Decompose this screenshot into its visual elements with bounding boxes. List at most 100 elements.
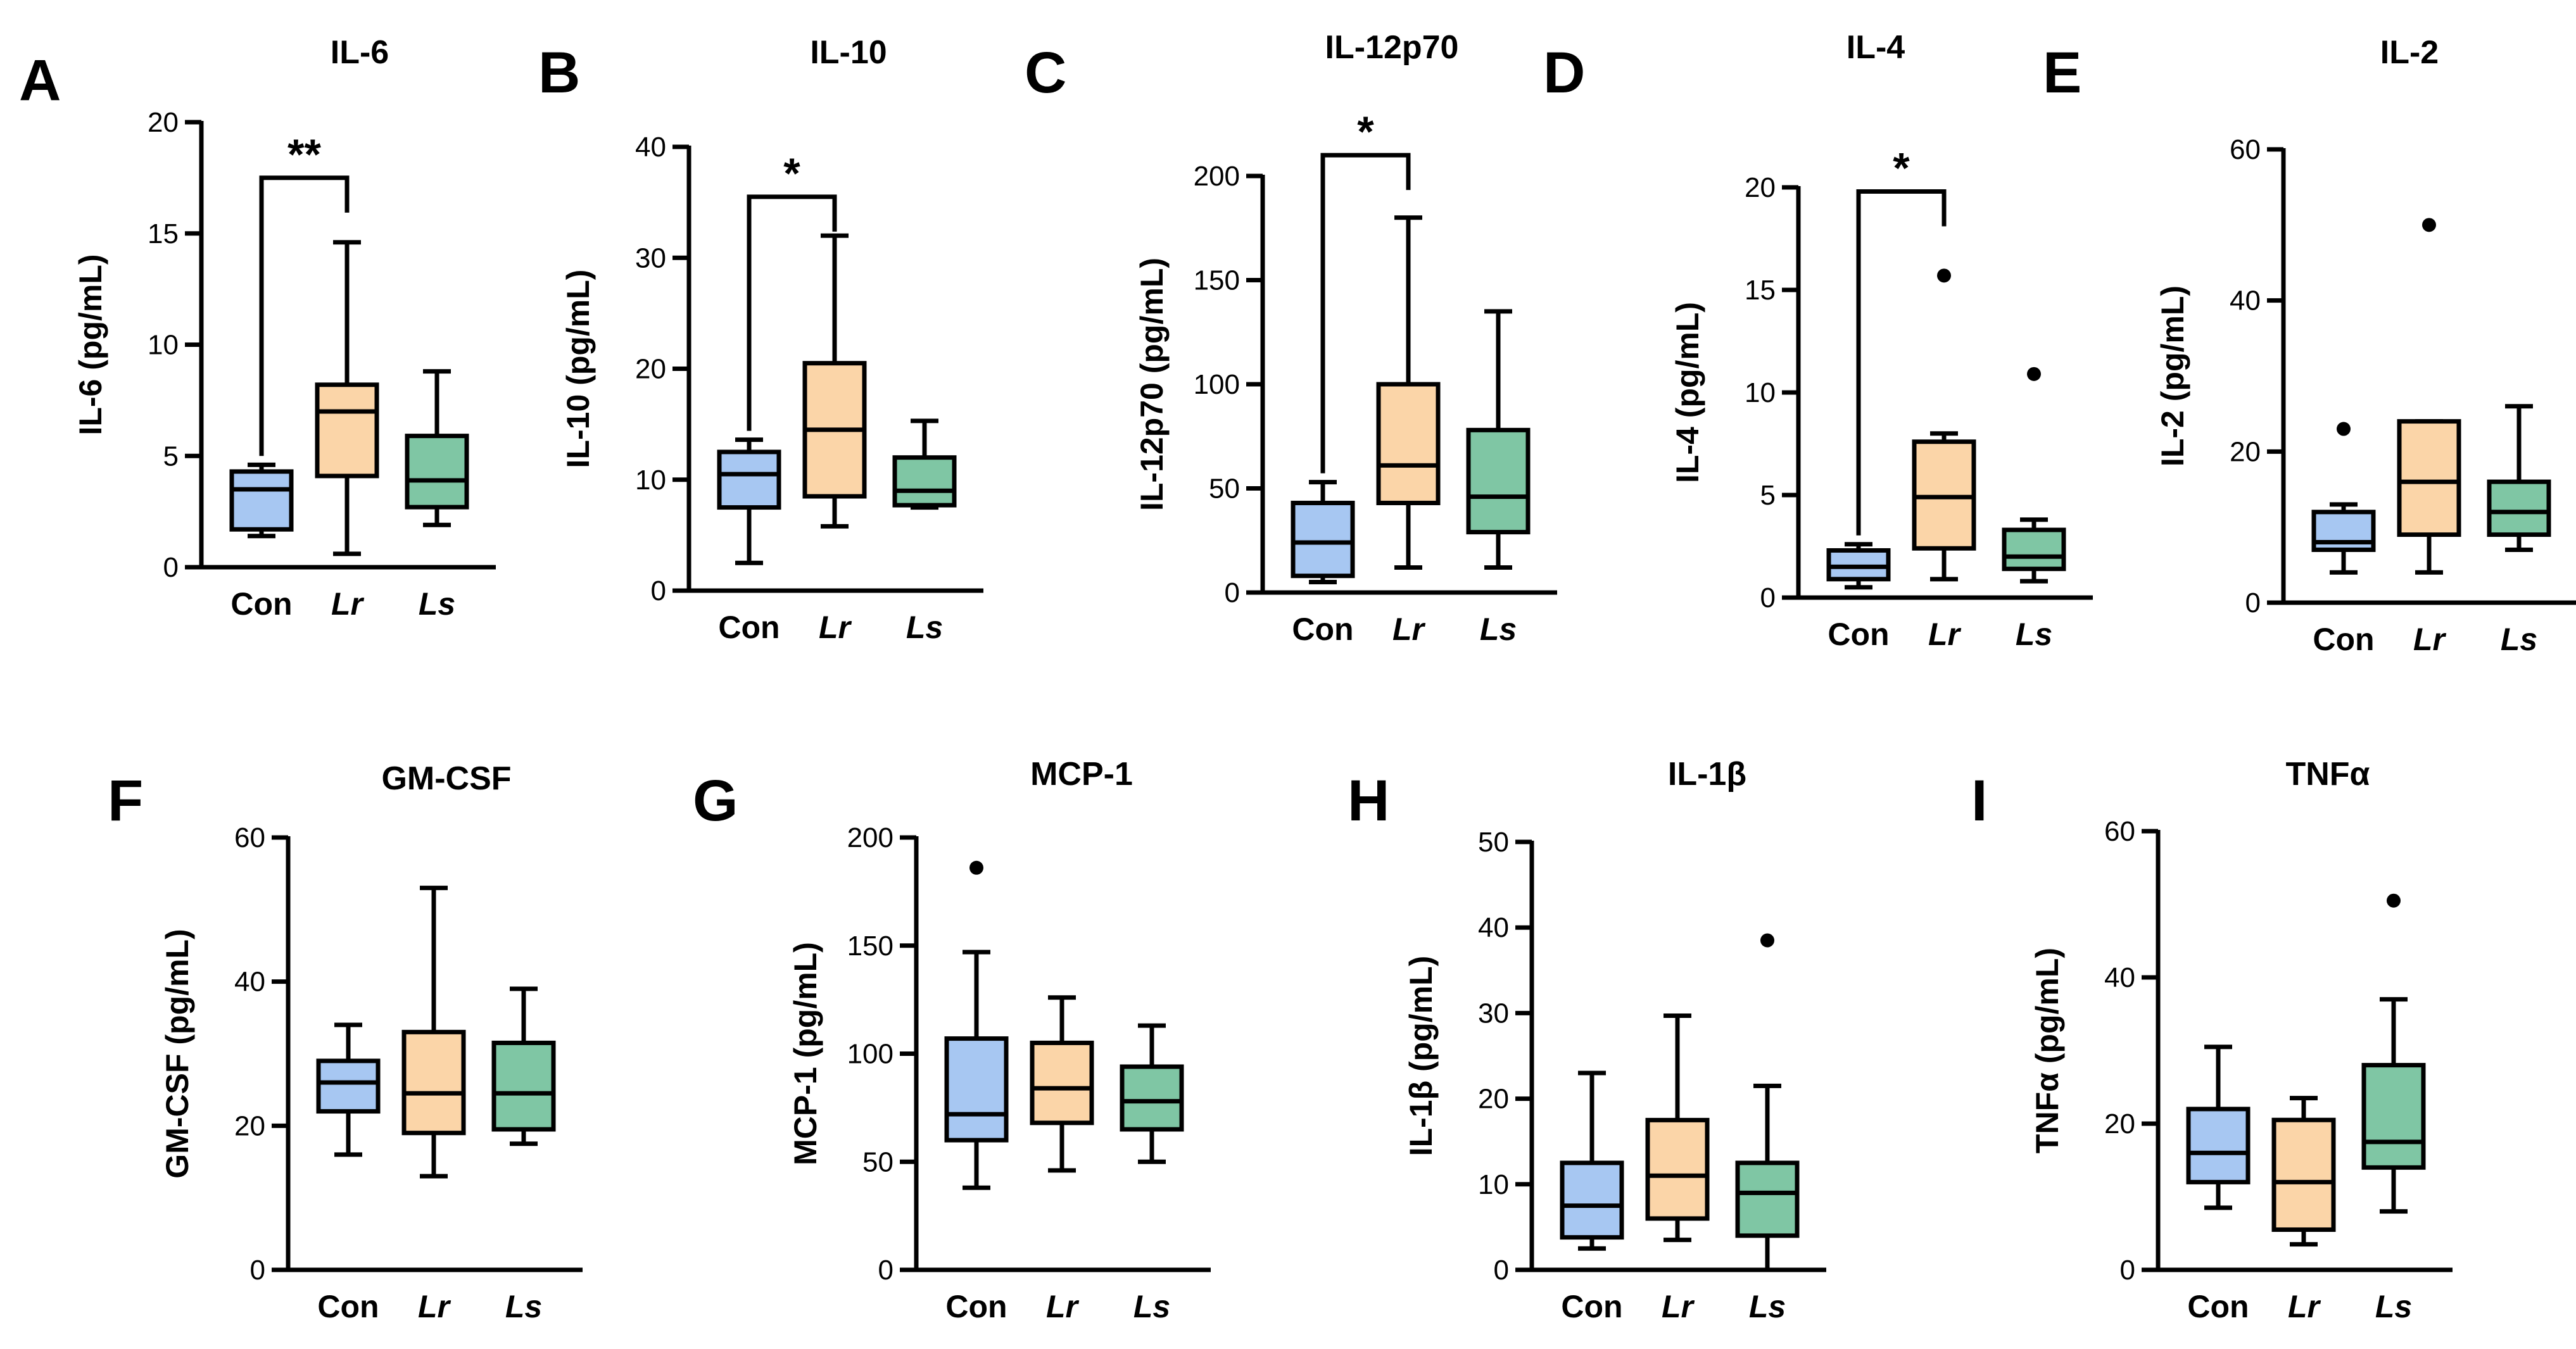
- y-axis-label: IL-1β (pg/mL): [1403, 956, 1439, 1157]
- x-tick-label: Con: [317, 1289, 379, 1324]
- box-lr: [1912, 268, 1976, 582]
- y-tick-label: 30: [1478, 998, 1509, 1029]
- y-tick-label: 0: [1225, 577, 1240, 608]
- box-iqr: [1735, 1160, 1800, 1238]
- box-lr: [401, 886, 466, 1179]
- y-tick-label: 40: [2230, 285, 2261, 317]
- y-tick-label: 10: [1478, 1169, 1509, 1200]
- box-lr: [2271, 1096, 2336, 1247]
- panel-letter: I: [1971, 769, 1988, 833]
- box-iqr: [491, 1040, 556, 1132]
- y-tick-label: 150: [847, 931, 893, 962]
- box-iqr: [2002, 527, 2066, 572]
- x-tick-label: Lr: [2288, 1289, 2321, 1324]
- x-tick-label: Con: [230, 586, 292, 622]
- x-tick-label: Ls: [906, 610, 943, 645]
- x-tick-label: Con: [945, 1289, 1007, 1324]
- box-ls: [1735, 933, 1800, 1272]
- y-tick-label: 50: [1478, 827, 1509, 858]
- panel-mcp-1: G MCP-1 0 50 100 150 200 MCP-1 (pg/mL) Con Lr Ls: [693, 756, 1211, 1324]
- outlier-point: [2027, 367, 2041, 381]
- significance-label: *: [1357, 108, 1374, 156]
- box-con: [2311, 422, 2376, 575]
- outlier-point: [2422, 218, 2436, 232]
- box-iqr: [1645, 1117, 1710, 1221]
- x-tick-label: Lr: [1392, 612, 1426, 647]
- y-tick-label: 200: [1194, 161, 1240, 192]
- box-iqr: [401, 1029, 466, 1136]
- outlier-point: [2337, 422, 2351, 436]
- panel-letter: B: [538, 41, 580, 105]
- panel-title: IL-6: [331, 34, 389, 71]
- x-tick-label: Ls: [419, 586, 455, 622]
- y-tick-label: 0: [2245, 587, 2261, 618]
- x-tick-label: Lr: [819, 610, 852, 645]
- box-lr: [802, 233, 867, 529]
- panel-letter: A: [19, 48, 61, 113]
- box-ls: [405, 369, 469, 527]
- box-con: [1560, 1070, 1624, 1251]
- significance-bracket: *: [1320, 108, 1411, 474]
- box-iqr: [2397, 419, 2461, 537]
- box-iqr: [229, 469, 294, 532]
- y-axis-label: IL-4 (pg/mL): [1670, 302, 1705, 483]
- y-tick-label: 10: [635, 465, 666, 496]
- significance-label: **: [287, 130, 321, 179]
- y-tick-label: 0: [163, 552, 179, 583]
- x-tick-label: Lr: [1662, 1289, 1695, 1324]
- outlier-point: [969, 860, 983, 875]
- y-axis-label: TNFα (pg/mL): [2030, 948, 2065, 1153]
- y-tick-label: 60: [2230, 134, 2261, 165]
- y-tick-label: 5: [163, 441, 179, 472]
- y-tick-label: 40: [234, 967, 265, 998]
- box-con: [1826, 542, 1891, 590]
- outlier-point: [1937, 268, 1951, 283]
- box-ls: [2361, 893, 2426, 1214]
- y-tick-label: 10: [148, 330, 179, 361]
- box-lr: [315, 240, 379, 556]
- x-tick-label: Ls: [2016, 617, 2052, 652]
- x-tick-label: Ls: [1133, 1289, 1170, 1324]
- bracket-line: [1320, 153, 1411, 474]
- x-tick-label: Con: [1292, 612, 1353, 647]
- bracket-line: [1856, 189, 1947, 536]
- y-tick-label: 40: [635, 132, 666, 163]
- y-tick-label: 20: [148, 107, 179, 138]
- panel-il-10: B IL-10 0 10 20 30 40 IL-10 (pg/mL) Con Lr Ls *: [538, 34, 983, 645]
- box-lr: [1376, 215, 1441, 570]
- box-lr: [2397, 218, 2461, 575]
- panel-il-1beta: H IL-1β 0 10 20 30 40 50 IL-1β (pg/mL) Con Lr Ls: [1348, 756, 1826, 1324]
- y-tick-label: 20: [2230, 436, 2261, 467]
- panel-letter: C: [1025, 41, 1066, 105]
- panel-letter: G: [693, 769, 738, 833]
- x-tick-label: Lr: [1046, 1289, 1080, 1324]
- y-tick-label: 0: [1760, 582, 1776, 613]
- significance-bracket: **: [259, 130, 350, 456]
- box-lr: [1030, 995, 1094, 1173]
- significance-label: *: [1893, 144, 1910, 192]
- y-tick-label: 0: [2120, 1255, 2135, 1286]
- panel-il-12p70: C IL-12p70 0 50 100 150 200 IL-12p70 (pg/mL) Con…: [1025, 29, 1557, 647]
- y-tick-label: 20: [1478, 1084, 1509, 1115]
- outlier-point: [2387, 893, 2401, 908]
- box-iqr: [1466, 427, 1531, 535]
- y-tick-label: 50: [862, 1146, 893, 1177]
- box-iqr: [1030, 1040, 1094, 1126]
- y-axis-label: IL-6 (pg/mL): [73, 254, 108, 435]
- box-iqr: [1560, 1160, 1624, 1240]
- outlier-point: [1760, 933, 1774, 948]
- y-tick-label: 5: [1760, 480, 1776, 511]
- x-tick-label: Lr: [1928, 617, 1962, 652]
- y-tick-label: 30: [635, 242, 666, 273]
- box-iqr: [892, 455, 957, 508]
- x-tick-label: Ls: [1480, 612, 1517, 647]
- panel-letter: D: [1543, 41, 1585, 105]
- y-tick-label: 20: [2104, 1108, 2135, 1139]
- panel-title: GM-CSF: [381, 760, 511, 797]
- panel-title: IL-1β: [1668, 756, 1746, 793]
- bracket-line: [259, 175, 350, 456]
- panel-title: IL-2: [2380, 34, 2439, 71]
- y-tick-label: 50: [1209, 474, 1240, 505]
- y-tick-label: 20: [635, 354, 666, 385]
- y-tick-label: 40: [1478, 912, 1509, 943]
